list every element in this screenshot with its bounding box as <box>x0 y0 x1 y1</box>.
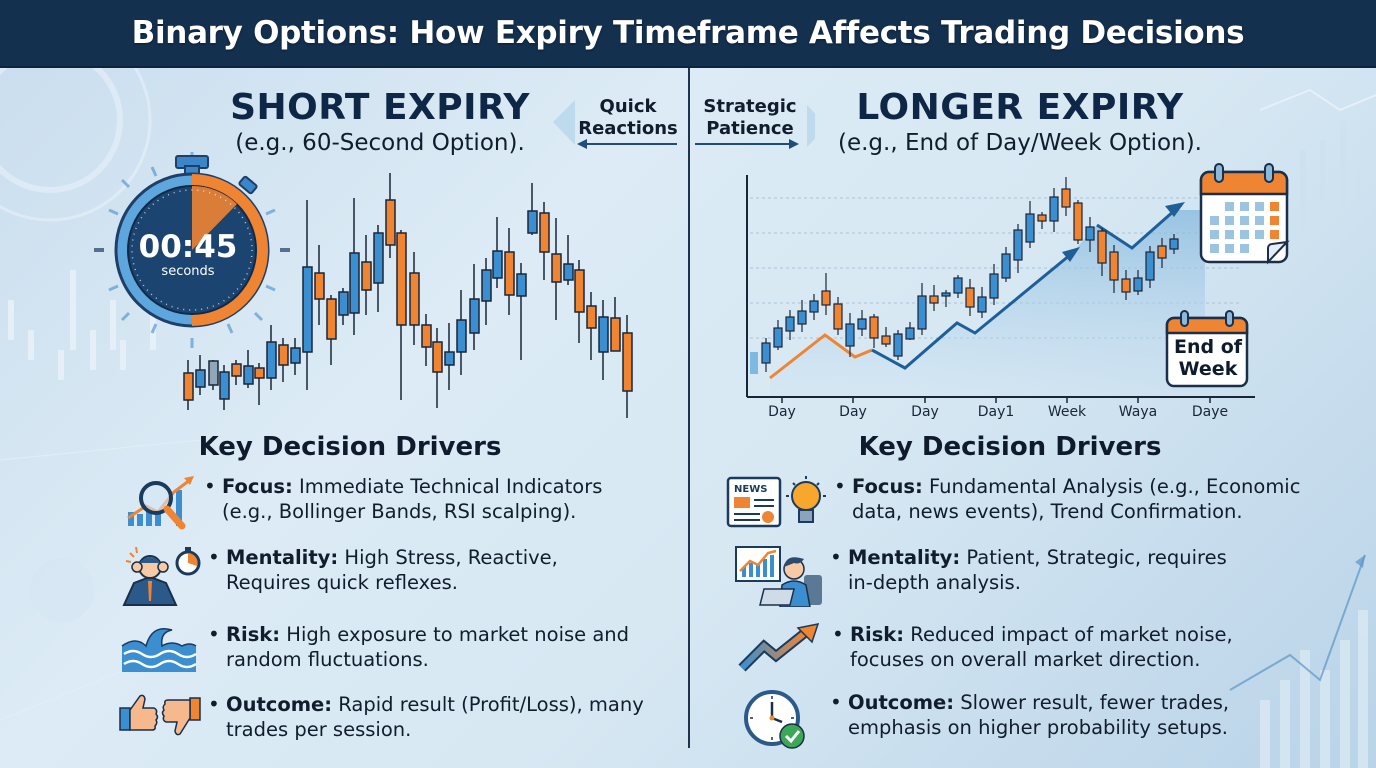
magnifier-chart-icon <box>127 476 194 530</box>
left-driver-focus: Focus: Immediate Technical Indicators (e… <box>124 474 602 532</box>
driver-text-line1: High Stress, Reactive, <box>338 546 558 569</box>
right-drivers-title: Key Decision Drivers <box>858 432 1162 462</box>
driver-text: Focus: Immediate Technical Indicators (e… <box>200 474 602 524</box>
left-driver-outcome: Outcome: Rapid result (Profit/Loss), man… <box>118 692 644 746</box>
calendar-icon <box>1199 163 1290 265</box>
driver-text: Risk: High exposure to market noise and … <box>204 622 629 672</box>
right-driver-risk: Risk: Reduced impact of market noise, fo… <box>736 622 1233 674</box>
driver-label: Focus: <box>852 475 923 498</box>
left-driver-mentality: Mentality: High Stress, Reactive, Requir… <box>120 545 558 607</box>
driver-text: Focus: Fundamental Analysis (e.g., Econo… <box>830 474 1300 524</box>
driver-text-line1: Rapid result (Profit/Loss), many <box>332 693 644 716</box>
right-driver-mentality: Mentality: Patient, Strategic, requires … <box>734 545 1227 607</box>
driver-label: Outcome: <box>226 693 333 716</box>
longer-expiry-subtitle: (e.g., End of Day/Week Option). <box>837 130 1202 156</box>
x-axis-label: Waya <box>1118 404 1158 420</box>
driver-label: Outcome: <box>848 691 955 714</box>
quick-reactions-line2: Reactions <box>578 118 678 139</box>
driver-text-line2: Requires quick reflexes. <box>226 571 458 594</box>
quick-reactions-line1: Quick <box>599 96 657 117</box>
end-of-week-label: End of Week <box>1168 336 1248 380</box>
stopwatch-icon <box>94 152 290 348</box>
driver-text-line1: Slower result, fewer trades, <box>954 691 1230 714</box>
driver-text: Outcome: Rapid result (Profit/Loss), man… <box>204 692 644 742</box>
driver-text-line1: Reduced impact of market noise, <box>904 623 1233 646</box>
analyst-laptop-icon <box>735 546 822 607</box>
driver-text-line2: random fluctuations. <box>226 648 429 671</box>
stressed-trader-icon <box>122 546 201 606</box>
driver-label: Mentality: <box>848 546 961 569</box>
driver-label: Risk: <box>226 623 281 646</box>
arrow-right-icon <box>789 139 799 149</box>
end-of-week-calendar-icon <box>1165 310 1249 388</box>
longer-expiry-title: LONGER EXPIRY <box>856 87 1184 128</box>
trend-up-arrow-icon <box>738 623 820 672</box>
x-axis-label: Day <box>911 404 939 420</box>
driver-text-line1: Fundamental Analysis (e.g., Economic <box>922 475 1301 498</box>
center-divider <box>688 68 690 748</box>
x-axis-label: Day <box>768 404 796 420</box>
quick-reactions-label: Quick Reactions <box>578 96 678 140</box>
longer-expiry-line-chart <box>746 175 1255 403</box>
end-of-week-line1: End of <box>1173 336 1243 358</box>
driver-text-line1: Immediate Technical Indicators <box>292 475 603 498</box>
driver-text-line1: Patient, Strategic, requires <box>960 546 1227 569</box>
timer-unit: seconds <box>161 264 215 279</box>
driver-label: Risk: <box>850 623 905 646</box>
short-expiry-heading: SHORT EXPIRY (e.g., 60-Second Option). <box>200 88 560 158</box>
driver-text: Mentality: Patient, Strategic, requires … <box>826 545 1227 595</box>
driver-label: Mentality: <box>226 546 339 569</box>
right-driver-outcome: Outcome: Slower result, fewer trades, em… <box>742 690 1229 750</box>
short-expiry-candlestick-chart <box>183 173 633 418</box>
thumbs-up-down-icon <box>119 694 201 736</box>
x-axis-label: Week <box>1047 404 1087 420</box>
wave-icon <box>121 628 197 672</box>
driver-text-line2: (e.g., Bollinger Bands, RSI scalping). <box>222 500 577 523</box>
clock-check-icon <box>744 690 805 749</box>
driver-text-line2: emphasis on higher probability setups. <box>848 716 1228 739</box>
svg-text:NEWS: NEWS <box>734 484 767 495</box>
driver-text-line1: High exposure to market noise and <box>280 623 630 646</box>
direction-arrows <box>553 100 815 149</box>
x-axis-label: Day <box>839 404 867 420</box>
short-expiry-subtitle: (e.g., 60-Second Option). <box>235 130 525 156</box>
left-driver-risk: Risk: High exposure to market noise and … <box>120 622 629 674</box>
longer-expiry-heading: LONGER EXPIRY (e.g., End of Day/Week Opt… <box>820 88 1220 158</box>
x-axis-label: Day1 <box>977 404 1015 420</box>
driver-text: Mentality: High Stress, Reactive, Requir… <box>204 545 558 595</box>
left-drivers-title: Key Decision Drivers <box>198 432 502 462</box>
short-expiry-title: SHORT EXPIRY <box>230 87 530 128</box>
driver-text-line2: in-depth analysis. <box>848 571 1021 594</box>
arrow-left-icon <box>577 139 587 149</box>
page-title: Binary Options: How Expiry Timeframe Aff… <box>131 15 1245 51</box>
driver-text-line2: focuses on overall market direction. <box>850 648 1201 671</box>
end-of-week-line2: Week <box>1178 358 1238 380</box>
driver-label: Focus: <box>222 475 293 498</box>
driver-text-line2: data, news events), Trend Confirmation. <box>852 500 1243 523</box>
x-axis-label: Daye <box>1191 404 1229 420</box>
strategic-patience-label: Strategic Patience <box>700 96 800 140</box>
strategic-patience-line2: Patience <box>706 118 794 139</box>
strategic-patience-line1: Strategic <box>703 96 797 117</box>
timer-value: 00:45 <box>138 229 238 265</box>
stopwatch-display: 00:45 seconds <box>118 230 258 280</box>
driver-text: Risk: Reduced impact of market noise, fo… <box>828 622 1233 672</box>
driver-text: Outcome: Slower result, fewer trades, em… <box>826 690 1229 740</box>
right-chevron-icon <box>807 105 815 147</box>
title-bar: Binary Options: How Expiry Timeframe Aff… <box>0 0 1376 68</box>
right-driver-focus: NEWS Focus: Fundamental Analysis (e.g., … <box>726 474 1300 530</box>
news-lightbulb-icon: NEWS <box>726 476 826 528</box>
left-chevron-icon <box>553 100 575 145</box>
driver-text-line2: trades per session. <box>226 718 412 741</box>
